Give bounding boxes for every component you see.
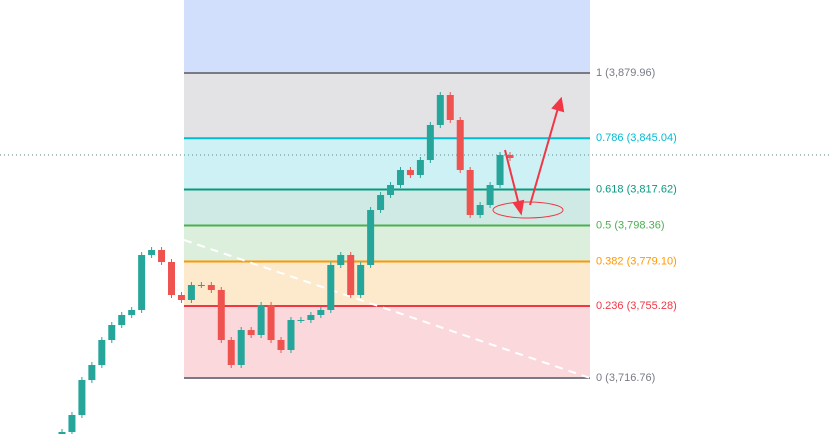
candle-body <box>446 94 454 120</box>
candle-body <box>456 119 464 170</box>
candle-body <box>337 254 345 265</box>
fib-label: 0.618 (3,817.62) <box>596 183 677 195</box>
fib-label: 0.382 (3,779.10) <box>596 255 677 267</box>
candle-body <box>396 169 404 186</box>
candle-body <box>267 305 275 341</box>
fib-zone <box>184 0 590 73</box>
candle-body <box>327 264 335 310</box>
candle-body <box>98 340 106 365</box>
candle-body <box>436 94 444 125</box>
fib-label: 0.786 (3,845.04) <box>596 132 677 144</box>
candle-body <box>496 154 504 186</box>
fib-zone <box>184 189 590 226</box>
candle-body <box>247 330 255 335</box>
candle-body <box>486 185 494 205</box>
candle-body <box>287 319 295 351</box>
candle-body <box>307 315 315 320</box>
candle-body <box>138 254 146 310</box>
candle-body <box>426 124 434 160</box>
candle-body <box>177 295 185 300</box>
candle-body <box>118 315 126 325</box>
annotation <box>492 96 565 219</box>
candle-body <box>257 305 265 335</box>
candle-body <box>406 169 414 176</box>
candle-body <box>217 289 225 341</box>
fib-label: 0.5 (3,798.36) <box>596 219 665 231</box>
candle-body <box>476 204 484 215</box>
candle-body <box>347 254 355 296</box>
candle-body <box>58 431 66 434</box>
candle-body <box>168 261 176 296</box>
fib-zone <box>184 73 590 139</box>
candle-body <box>506 154 514 158</box>
candle-body <box>367 209 375 265</box>
candle-body <box>78 379 86 416</box>
candle-body <box>207 285 215 290</box>
candle-body <box>416 159 424 176</box>
fib-zone <box>184 138 590 190</box>
candle-body <box>317 309 325 316</box>
candle-body <box>387 185 395 195</box>
candle-body <box>277 340 285 351</box>
candle-body <box>466 169 474 215</box>
candle-body <box>377 195 385 210</box>
fib-zone <box>184 225 590 262</box>
fib-zone <box>184 261 590 307</box>
candle-body <box>187 285 195 300</box>
fib-zone <box>184 306 590 378</box>
candle-body <box>148 250 156 255</box>
candle-body <box>297 319 305 321</box>
candle-body <box>227 340 235 365</box>
candle-body <box>197 285 205 287</box>
candle-body <box>237 330 245 365</box>
fib-label: 1 (3,879.96) <box>596 67 655 79</box>
trend-line <box>183 239 591 379</box>
fib-label: 0 (3,716.76) <box>596 372 655 384</box>
candle-body <box>68 415 76 432</box>
candle-body <box>108 324 116 341</box>
candle-body <box>158 250 166 262</box>
fib-label: 0.236 (3,755.28) <box>596 300 677 312</box>
candle-body <box>128 309 136 316</box>
candle-body <box>88 364 96 380</box>
candle-body <box>357 264 365 296</box>
